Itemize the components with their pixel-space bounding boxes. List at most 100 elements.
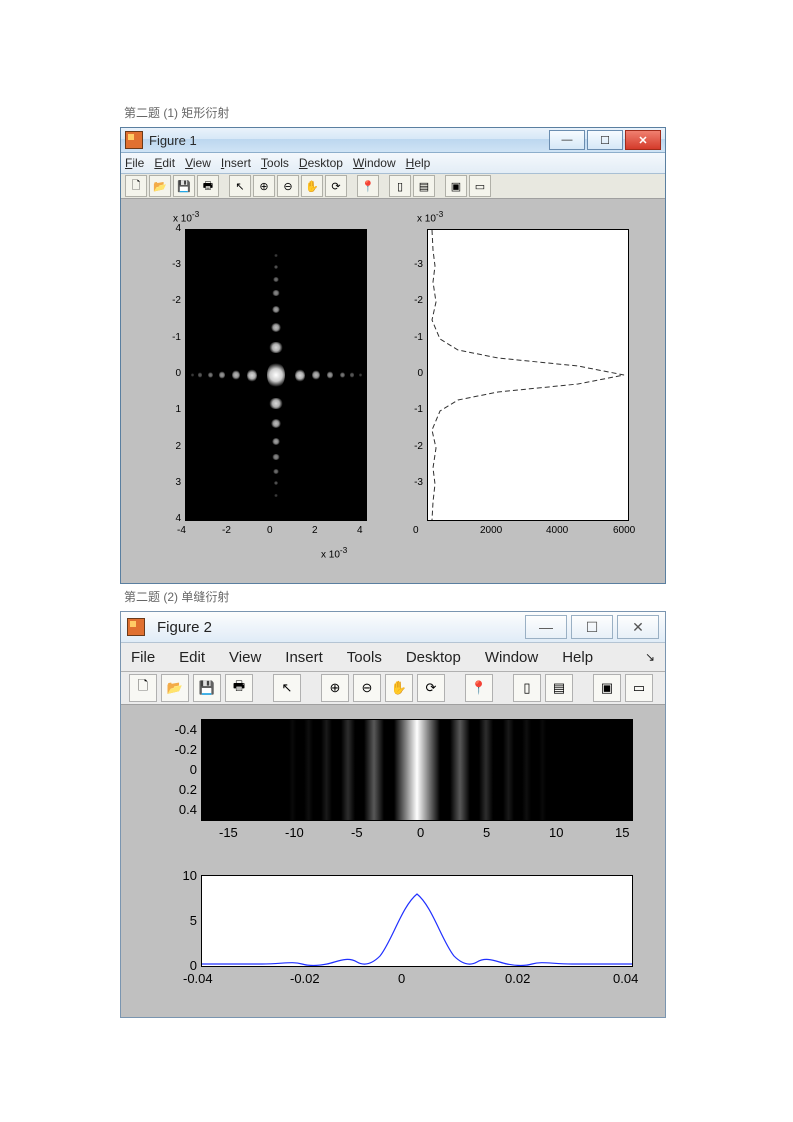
slit-stripe (503, 720, 514, 820)
zoom-out-icon[interactable]: ⊖ (353, 674, 381, 702)
ytick-label: 0 (407, 368, 423, 379)
close-button[interactable]: ✕ (625, 130, 661, 150)
menu-tools[interactable]: Tools (261, 156, 289, 170)
slit-stripe (450, 720, 470, 820)
menu-help[interactable]: Help (562, 649, 593, 666)
rotate-icon[interactable]: ⟳ (325, 175, 347, 197)
diffraction-image-plot (185, 229, 367, 521)
xtick-label: 4 (357, 525, 363, 536)
legend-icon[interactable]: ▤ (413, 175, 435, 197)
menu-help[interactable]: Help (406, 156, 431, 170)
print-icon[interactable]: 🖶 (225, 674, 253, 702)
profile-svg (428, 230, 628, 520)
maximize-button[interactable]: ☐ (571, 615, 613, 639)
slit-image-plot (201, 719, 633, 821)
xtick-label: 0.02 (505, 971, 530, 986)
datatip-icon[interactable]: 📍 (357, 175, 379, 197)
xtick-label: 15 (615, 825, 629, 840)
diffraction-spot (340, 372, 345, 379)
legend-icon[interactable]: ▤ (545, 674, 573, 702)
save-icon[interactable]: 💾 (193, 674, 221, 702)
ytick-label: 3 (165, 477, 181, 488)
matlab-icon (127, 618, 145, 636)
ytick-label: 10 (173, 868, 197, 883)
diffraction-spot (267, 362, 285, 388)
colorbar-icon[interactable]: ▯ (389, 175, 411, 197)
minimize-button[interactable]: — (549, 130, 585, 150)
figure1-titlebar[interactable]: Figure 1 — ☐ ✕ (121, 128, 665, 153)
print-icon[interactable]: 🖶 (197, 175, 219, 197)
minimize-button[interactable]: — (525, 615, 567, 639)
figure2-window: Figure 2 — ☐ ✕ File Edit View Insert Too… (120, 611, 666, 1018)
maximize-button[interactable]: ☐ (587, 130, 623, 150)
diffraction-spot (273, 469, 279, 474)
diffraction-spot (295, 369, 305, 382)
ytick-label: -2 (165, 295, 181, 306)
diffraction-spot (191, 373, 194, 377)
slit-stripe (304, 720, 313, 820)
menu-view[interactable]: View (185, 156, 211, 170)
xtick-label: 0.04 (613, 971, 638, 986)
profile-plot (427, 229, 629, 521)
layout-icon[interactable]: ▭ (469, 175, 491, 197)
caption-2: 第二题 (2) 单缝衍射 (124, 588, 673, 605)
menu-tools[interactable]: Tools (347, 649, 382, 666)
xtick-label: 0 (413, 525, 419, 536)
menu-window[interactable]: Window (353, 156, 396, 170)
xtick-label: -15 (219, 825, 238, 840)
diffraction-spot (219, 371, 225, 379)
pan-icon[interactable]: ✋ (385, 674, 413, 702)
xtick-label: 6000 (613, 525, 635, 536)
menu-desktop[interactable]: Desktop (299, 156, 343, 170)
pointer-icon[interactable]: ↖ (273, 674, 301, 702)
figure1-menubar: File Edit View Insert Tools Desktop Wind… (121, 153, 665, 174)
pan-icon[interactable]: ✋ (301, 175, 323, 197)
ytick-label: -2 (407, 295, 423, 306)
menu-desktop[interactable]: Desktop (406, 649, 461, 666)
menu-file[interactable]: File (131, 649, 155, 666)
figure1-body: x 10-3 x 10-3 x 10-3 4-3-2-101234-4-2024… (121, 199, 665, 583)
dock-icon[interactable]: ▣ (593, 674, 621, 702)
diffraction-spot (273, 277, 279, 282)
menu-file[interactable]: File (125, 156, 144, 170)
xtick-label: -5 (351, 825, 363, 840)
slit-stripe (479, 720, 493, 820)
colorbar-icon[interactable]: ▯ (513, 674, 541, 702)
zoom-in-icon[interactable]: ⊕ (253, 175, 275, 197)
zoom-out-icon[interactable]: ⊖ (277, 175, 299, 197)
xtick-label: 0 (267, 525, 273, 536)
xtick-label: -2 (222, 525, 231, 536)
close-button[interactable]: ✕ (617, 615, 659, 639)
new-icon[interactable]: 🗋 (129, 674, 157, 702)
menu-insert[interactable]: Insert (285, 649, 323, 666)
slit-stripe (539, 720, 546, 820)
menu-edit[interactable]: Edit (154, 156, 175, 170)
menu-view[interactable]: View (229, 649, 261, 666)
open-icon[interactable]: 📂 (149, 175, 171, 197)
ytick-label: -3 (165, 259, 181, 270)
diffraction-spot (272, 454, 279, 460)
pointer-icon[interactable]: ↖ (229, 175, 251, 197)
dock-icon[interactable]: ▣ (445, 175, 467, 197)
menu-insert[interactable]: Insert (221, 156, 251, 170)
datatip-icon[interactable]: 📍 (465, 674, 493, 702)
layout-icon[interactable]: ▭ (625, 674, 653, 702)
menu-window[interactable]: Window (485, 649, 538, 666)
figure1-window: Figure 1 — ☐ ✕ File Edit View Insert Too… (120, 127, 666, 584)
rotate-icon[interactable]: ⟳ (417, 674, 445, 702)
menu-edit[interactable]: Edit (179, 649, 205, 666)
ytick-label: -1 (407, 332, 423, 343)
ytick-label: 0 (167, 762, 197, 777)
open-icon[interactable]: 📂 (161, 674, 189, 702)
ytick-label: -2 (407, 441, 423, 452)
menu-overflow-icon[interactable]: ↘ (645, 650, 655, 664)
ytick-label: -3 (407, 259, 423, 270)
xtick-label: -10 (285, 825, 304, 840)
new-icon[interactable]: 🗋 (125, 175, 147, 197)
ytick-label: -0.2 (167, 742, 197, 757)
xtick-label: 0 (398, 971, 405, 986)
figure2-titlebar[interactable]: Figure 2 — ☐ ✕ (121, 612, 665, 643)
slit-stripe (321, 720, 332, 820)
zoom-in-icon[interactable]: ⊕ (321, 674, 349, 702)
save-icon[interactable]: 💾 (173, 175, 195, 197)
